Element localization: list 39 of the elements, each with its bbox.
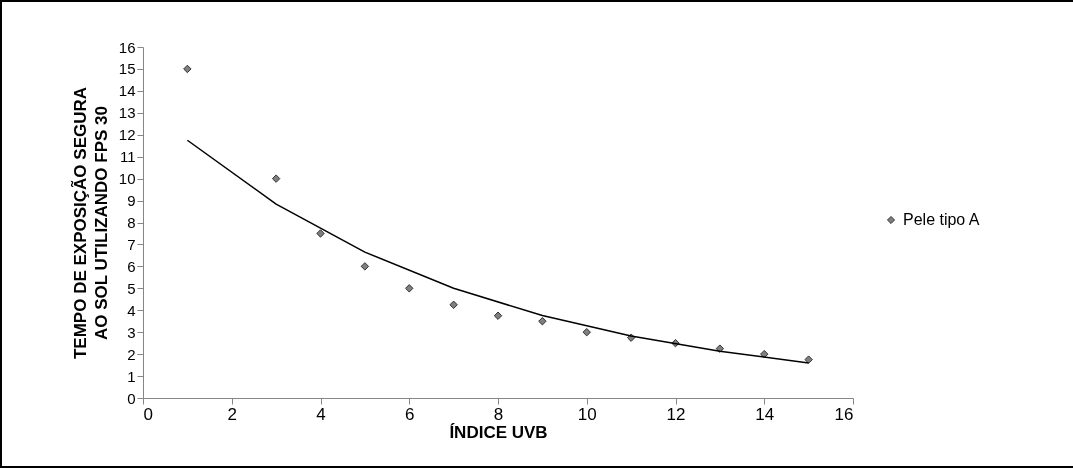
y-tick-label: 14: [118, 82, 136, 100]
y-tick-label: 6: [127, 257, 136, 275]
y-tick-label: 1: [127, 367, 136, 385]
y-tick-label: 3: [127, 323, 136, 341]
point: [271, 174, 281, 183]
x-tick-label: 2: [227, 404, 237, 424]
x-tick-label: 12: [666, 404, 686, 424]
x-axis-title: ÍNDICE UVB: [449, 422, 548, 442]
point: [804, 355, 813, 364]
y-tick-label: 2: [127, 345, 136, 363]
y-tick-label: 4: [127, 301, 136, 319]
y-axis-title: TEMPO DE EXPOSIÇÃO SEGURA AO SOL UTILIZANDO FPS 30: [69, 86, 111, 360]
x-tick-label: 8: [493, 404, 504, 424]
y-tick-label: 13: [118, 104, 136, 122]
y-tick-label: 10: [118, 170, 136, 188]
y-tick-label: 0: [127, 389, 136, 407]
x-tick-label: 0: [143, 404, 153, 424]
y-tick-label: 11: [119, 148, 136, 166]
y-tick-label: 8: [127, 214, 136, 231]
point: [493, 311, 503, 320]
x-tick-label: 14: [755, 404, 775, 424]
x-tick-label: 4: [316, 404, 326, 424]
point: [582, 327, 591, 337]
y-tick-label: 7: [127, 235, 136, 253]
y-tick-label: 15: [118, 60, 136, 78]
x-tick-label: 16: [834, 404, 854, 424]
point: [538, 317, 547, 326]
point: [316, 229, 325, 238]
y-tick-label: 16: [118, 38, 136, 56]
y-tick-label: 12: [118, 126, 136, 144]
legend-label: Pele tipo A: [903, 211, 980, 228]
x-tick-label: 6: [405, 404, 415, 424]
point: [360, 262, 370, 271]
y-tick-label: 5: [127, 279, 136, 297]
point: [183, 64, 192, 74]
point: [449, 300, 458, 309]
y-tick-label: 9: [127, 192, 136, 210]
point: [405, 284, 414, 293]
x-tick-label: 10: [577, 404, 597, 424]
